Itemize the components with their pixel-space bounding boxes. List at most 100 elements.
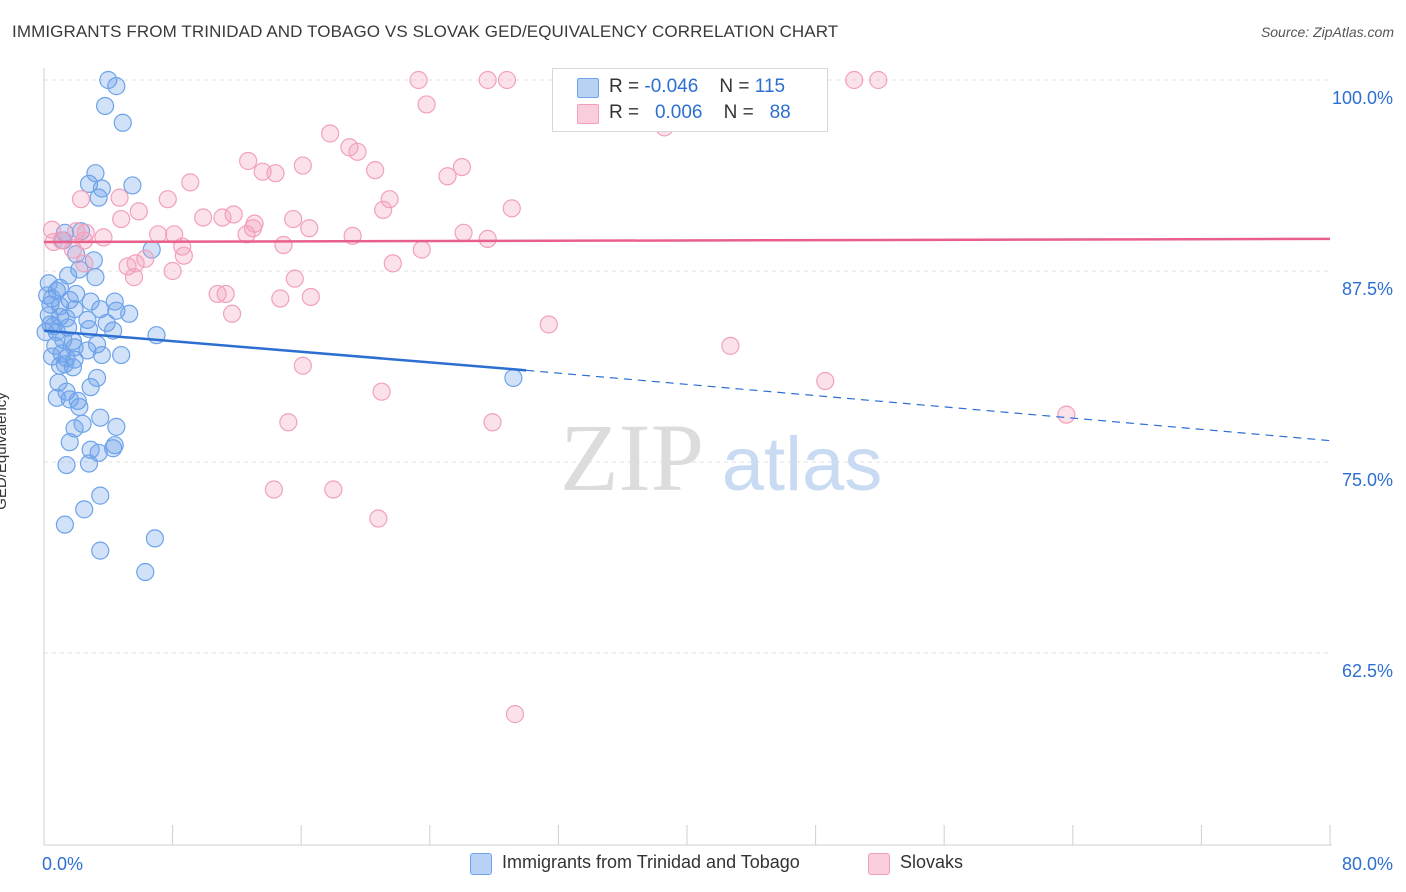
point-series2-22 [380,190,399,209]
point-series2-65 [539,315,558,334]
point-series1-61 [504,368,523,388]
point-series1-8 [89,188,108,207]
point-series1-32 [120,304,139,323]
point-series2-30 [112,209,131,229]
point-series1-54 [112,345,131,365]
point-series2-50 [412,240,431,259]
axes [43,68,1332,846]
legend-swatch-series2 [577,104,599,124]
point-series2-8 [321,124,340,143]
point-series2-13 [452,157,472,177]
correlation-legend: R = -0.046 N = 115 R = 0.006 N = 88 [552,68,828,132]
point-series2-56 [118,257,137,276]
point-series1-82 [75,500,94,519]
point-series2-47 [274,235,293,255]
point-series2-5 [869,70,888,90]
point-series1-62 [87,368,107,388]
point-series2-59 [124,268,144,287]
point-series1-77 [105,436,124,455]
point-series1-37 [97,313,116,333]
point-series2-0 [409,70,428,90]
point-series2-66 [721,336,740,355]
point-series2-17 [438,167,457,186]
point-series1-53 [92,345,111,365]
point-series2-19 [71,190,91,209]
point-series2-16 [266,164,285,183]
point-series2-69 [372,382,391,401]
trend-line-series2 [43,237,1331,244]
trend-lines [43,237,1331,442]
x-tick-label-max: 80.0% [1342,854,1393,874]
point-series2-2 [497,70,517,90]
point-series1-36 [78,310,97,329]
point-series2-14 [366,161,385,180]
point-series1-3 [113,113,132,132]
point-series1-17 [86,268,105,287]
point-series1-83 [55,515,74,534]
x-tick-label-min: 0.0% [42,854,83,874]
point-series2-40 [149,225,168,244]
bottom-legend-swatch-series2 [868,853,890,875]
point-series1-69 [70,397,89,417]
point-series1-86 [136,562,155,582]
trend-extension-series1 [526,369,1331,442]
watermark-zip: ZIP [560,404,704,511]
trend-line-series1 [43,329,527,372]
point-series2-70 [1057,405,1076,424]
point-series1-1 [107,77,126,96]
legend-swatch-series1 [577,78,599,98]
point-series1-81 [91,486,110,505]
point-series2-27 [194,208,213,227]
point-series2-28 [213,208,232,227]
point-series1-84 [145,529,165,548]
point-series2-23 [374,200,393,219]
point-series1-4 [86,164,105,183]
point-series2-76 [505,705,525,724]
watermark-atlas: atlas [722,422,883,507]
point-series2-75 [369,509,388,528]
point-series2-57 [163,261,182,281]
tick-labels: 100.0% 87.5% 75.0% 62.5% 0.0% 80.0% [42,88,1393,874]
y-tick-label-3: 62.5% [1342,661,1393,681]
point-series2-1 [478,70,497,90]
point-series2-25 [129,202,148,221]
point-series1-49 [46,336,65,355]
point-series2-61 [216,284,235,304]
point-series2-33 [300,219,319,238]
point-series2-68 [816,371,835,391]
point-series1-70 [91,408,110,427]
point-series2-51 [174,246,193,265]
bottom-legend-label-series2: Slovaks [900,852,964,872]
point-series1-72 [107,417,126,436]
point-series1-2 [95,96,115,116]
point-series2-74 [324,480,343,499]
point-series1-80 [79,454,99,473]
point-series2-73 [264,480,283,499]
point-series2-12 [293,156,312,175]
watermark: ZIP atlas [560,404,882,511]
point-series2-11 [239,151,258,171]
point-series2-58 [285,269,304,288]
point-series2-20 [110,188,129,207]
point-series2-24 [502,199,521,218]
grid [44,79,1330,654]
point-series2-42 [94,228,113,247]
point-series1-64 [81,378,100,397]
point-series2-29 [284,209,303,229]
point-series2-52 [136,249,155,268]
point-series1-60 [63,358,83,377]
chart-source: Source: ZipAtlas.com [1260,24,1394,40]
point-series1-24 [60,290,79,310]
point-series2-21 [158,190,177,209]
point-series2-55 [383,254,402,273]
point-series2-18 [181,173,200,192]
y-tick-label-0: 100.0% [1332,88,1393,108]
bottom-legend-swatch-series1 [470,853,492,875]
point-series2-26 [224,205,243,224]
bottom-legend-label-series1: Immigrants from Trinidad and Tobago [502,852,800,872]
point-series2-63 [301,287,320,307]
point-series1-51 [78,341,97,360]
point-series2-62 [271,289,290,308]
point-series1-76 [104,439,123,458]
